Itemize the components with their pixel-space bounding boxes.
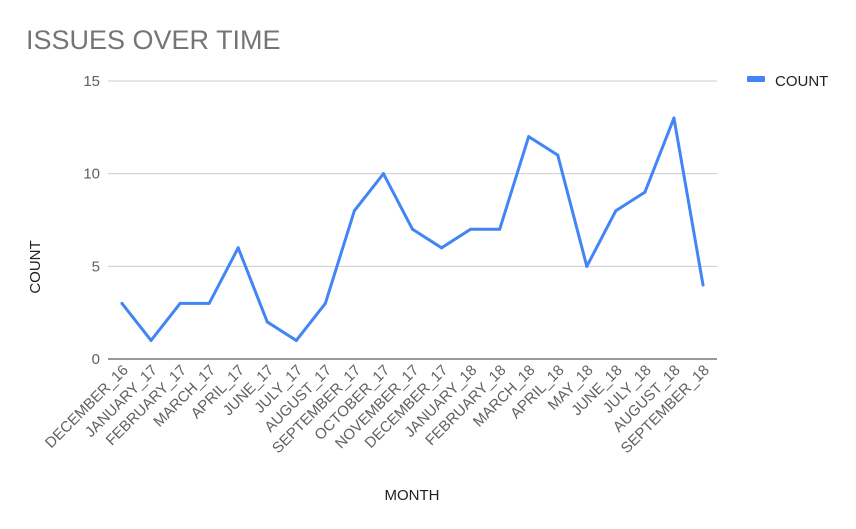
data-point xyxy=(556,153,560,157)
data-point xyxy=(527,135,531,139)
data-point xyxy=(585,264,589,268)
data-point xyxy=(352,209,356,213)
legend-swatch xyxy=(747,76,765,82)
data-point xyxy=(149,338,153,342)
data-point xyxy=(236,246,240,250)
data-point xyxy=(207,301,211,305)
data-point xyxy=(411,227,414,231)
legend-label: COUNT xyxy=(775,73,828,90)
data-point xyxy=(323,301,327,305)
data-point xyxy=(294,338,298,342)
data-point xyxy=(643,190,647,194)
y-tick-label-0: 0 xyxy=(92,351,100,368)
series-layer xyxy=(120,116,705,342)
data-point xyxy=(469,227,473,231)
data-point xyxy=(672,116,676,120)
data-point xyxy=(701,283,705,287)
legend: COUNT xyxy=(747,73,828,90)
chart-title: ISSUES OVER TIME xyxy=(26,25,281,55)
y-tick-label-15: 15 xyxy=(83,73,100,90)
data-point xyxy=(498,227,502,231)
y-axis-title: COUNT xyxy=(27,240,44,293)
data-point xyxy=(120,301,124,305)
data-point xyxy=(440,246,444,250)
data-point xyxy=(178,301,182,305)
y-tick-label-10: 10 xyxy=(83,166,100,183)
data-point xyxy=(381,172,385,176)
y-axis-ticks: 0 5 10 15 xyxy=(83,73,100,368)
x-axis-ticks: DECEMBER_16JANUARY_17FEBRUARY_17MARCH_17… xyxy=(42,362,713,457)
y-tick-label-5: 5 xyxy=(92,258,100,275)
gridlines xyxy=(108,80,717,360)
data-point xyxy=(265,320,269,324)
data-point xyxy=(614,209,618,213)
x-axis-title: MONTH xyxy=(385,487,440,504)
